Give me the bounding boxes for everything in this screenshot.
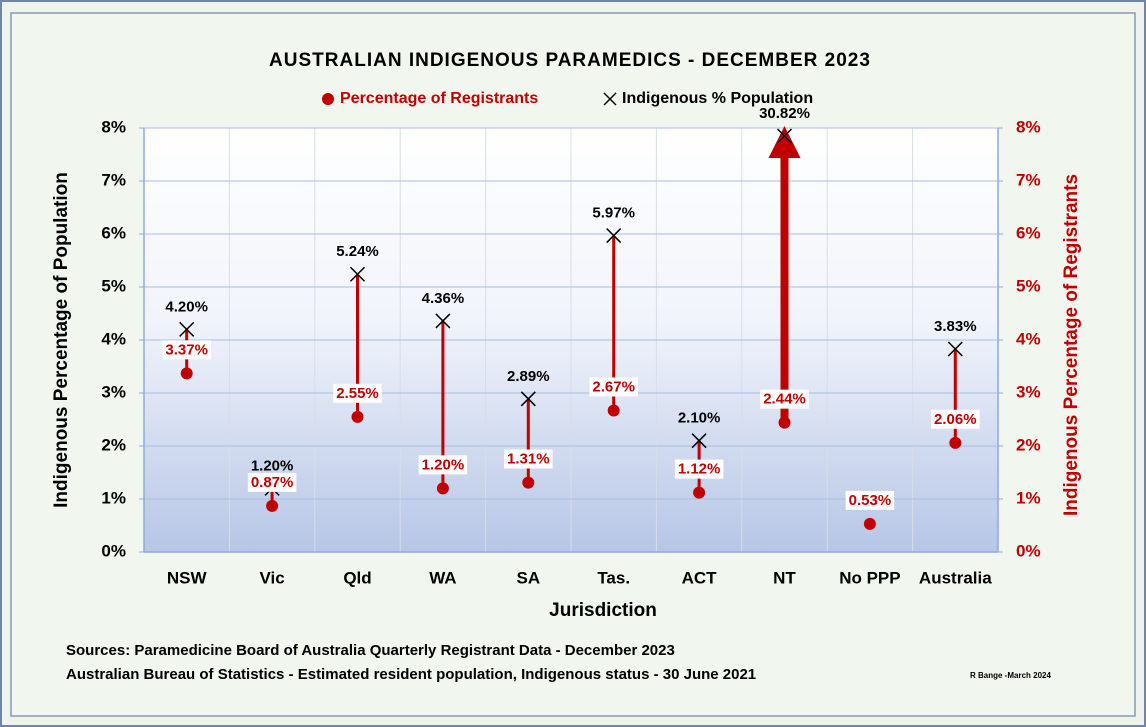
population-marker: [691, 433, 707, 449]
population-value-label: 2.89%: [507, 368, 550, 385]
y-tick-label: 3%: [101, 382, 126, 401]
legend-marker: [322, 93, 334, 105]
y-tick-label: 8%: [101, 117, 126, 136]
y-tick-label: 7%: [101, 170, 126, 189]
label-background: [504, 449, 553, 469]
label-background: [247, 472, 297, 492]
y2-tick-label: 2%: [1016, 435, 1041, 454]
population-value-label: 4.36%: [422, 290, 465, 307]
population-value-label: 3.83%: [934, 318, 977, 335]
y-tick-label: 6%: [101, 223, 126, 242]
y2-tick-label: 1%: [1016, 488, 1041, 507]
registrant-marker: [180, 367, 193, 380]
registrant-value-label: 2.06%: [934, 411, 977, 428]
population-marker: [520, 391, 536, 407]
marker-stroke: [179, 321, 195, 337]
y-tick-label: 4%: [101, 329, 126, 348]
source-note: Sources: Paramedicine Board of Australia…: [66, 642, 675, 659]
registrant-value-label: 0.87%: [251, 474, 294, 491]
population-value-label: 5.97%: [592, 205, 635, 222]
registrant-value-label: 1.31%: [507, 451, 550, 468]
x-tick-label: NSW: [167, 568, 208, 587]
marker-stroke: [349, 266, 366, 282]
marker-stroke: [691, 433, 707, 449]
registrant-value-label: 3.37%: [165, 341, 208, 358]
population-value-label: 1.20%: [251, 457, 294, 474]
population-marker: [349, 266, 366, 282]
x-tick-label: Qld: [343, 568, 371, 587]
population-value-label: 30.82%: [759, 105, 810, 122]
y2-tick-label: 8%: [1016, 117, 1041, 136]
label-background: [674, 459, 724, 479]
registrant-value-label: 2.55%: [336, 385, 379, 402]
registrant-marker: [436, 482, 449, 495]
population-marker: [435, 313, 451, 329]
label-background: [931, 409, 980, 429]
x-tick-label: Vic: [259, 568, 284, 587]
x-tick-label: NT: [773, 568, 796, 587]
population-marker: [776, 128, 793, 144]
label-background: [418, 455, 468, 475]
registrant-marker: [949, 436, 962, 449]
population-marker: [179, 321, 195, 337]
x-tick-label: Australia: [919, 568, 992, 587]
population-value-label: 4.20%: [165, 298, 208, 315]
source-note: Australian Bureau of Statistics - Estima…: [66, 666, 756, 683]
label-background: [162, 340, 211, 360]
label-background: [845, 490, 895, 510]
population-marker: [947, 341, 963, 357]
x-axis-title: Jurisdiction: [549, 600, 657, 621]
x-tick-label: No PPP: [839, 568, 900, 587]
marker-stroke: [435, 313, 451, 329]
registrant-marker: [266, 499, 279, 512]
label-background: [333, 383, 382, 403]
y-tick-label: 0%: [101, 541, 126, 560]
marker-stroke: [520, 391, 536, 407]
registrant-value-label: 1.20%: [422, 456, 465, 473]
x-tick-label: SA: [516, 568, 540, 587]
registrant-value-label: 0.53%: [849, 492, 892, 509]
registrant-marker: [351, 410, 364, 423]
y2-tick-label: 5%: [1016, 276, 1041, 295]
marker-stroke: [776, 128, 793, 144]
population-value-label: 2.10%: [678, 410, 721, 427]
y-tick-label: 1%: [101, 488, 126, 507]
x-tick-label: WA: [429, 568, 456, 587]
marker-stroke: [606, 228, 622, 244]
label-background: [589, 377, 638, 397]
y-tick-label: 5%: [101, 276, 126, 295]
registrant-marker: [607, 404, 620, 417]
legend-marker: [603, 92, 617, 106]
registrant-value-label: 2.67%: [592, 378, 635, 395]
registrant-marker: [863, 517, 876, 530]
chart-title: AUSTRALIAN INDIGENOUS PARAMEDICS - DECEM…: [269, 50, 871, 71]
x-tick-label: ACT: [682, 568, 718, 587]
registrant-value-label: 2.44%: [763, 391, 806, 408]
registrant-marker: [522, 476, 535, 489]
y2-tick-label: 3%: [1016, 382, 1041, 401]
y2-tick-label: 6%: [1016, 223, 1041, 242]
legend-label: Percentage of Registrants: [340, 90, 538, 107]
y2-tick-label: 0%: [1016, 541, 1041, 560]
registrant-value-label: 1.12%: [678, 461, 721, 478]
y-axis-title: Indigenous Percentage of Population: [51, 172, 72, 508]
y2-tick-label: 7%: [1016, 170, 1041, 189]
marker-stroke: [947, 341, 963, 357]
credit: R Bange -March 2024: [970, 671, 1051, 680]
population-value-label: 5.24%: [336, 243, 379, 260]
label-background: [760, 389, 809, 409]
legend-label: Indigenous % Population: [622, 90, 813, 107]
population-marker: [606, 228, 622, 244]
registrant-marker: [693, 486, 706, 499]
y2-tick-label: 4%: [1016, 329, 1041, 348]
registrant-marker: [778, 416, 791, 429]
x-tick-label: Tas.: [597, 568, 630, 587]
y2-axis-title: Indigenous Percentage of Registrants: [1061, 174, 1082, 516]
y-tick-label: 2%: [101, 435, 126, 454]
